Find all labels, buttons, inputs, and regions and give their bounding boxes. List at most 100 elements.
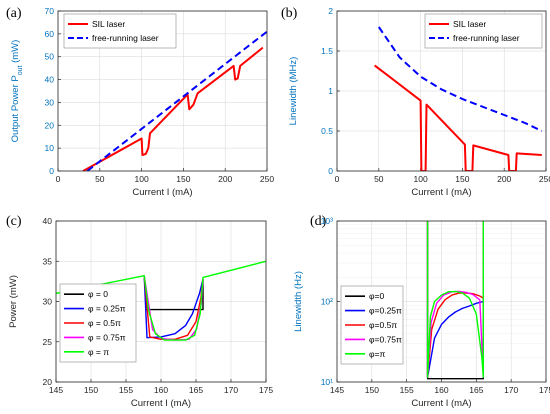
panel-d-x-tick-label: 145 [330,385,344,395]
panel-b-y-tick-label: 0 [328,166,333,176]
panel-a-y-tick-label: 60 [45,29,55,39]
panel-b-x-tick-label: 250 [539,174,550,184]
panel-b-x-tick-label: 50 [374,174,384,184]
panel-c-series-line-2 [143,275,204,340]
panel-b-y-tick-label: 0.5 [321,126,333,136]
panel-d-legend-label-1: φ=0.25π [369,306,402,316]
panel-d-legend-label-2: φ=0.5π [369,320,397,330]
panel-c-y-tick-label: 35 [43,256,53,266]
panel-a-y-axis-label-subscript: out [17,65,24,75]
panel-c-y-tick-label: 25 [43,337,53,347]
panel-c-y-axis-label: Power (mW) [8,275,19,328]
panel-c-y-tick-label: 30 [43,297,53,307]
panel-d-legend-label-3: φ=0.75π [369,334,402,344]
panel-d-x-tick-label: 165 [469,385,483,395]
panel-b-x-axis-label: Current I (mA) [411,187,471,198]
panel-a-series-line-1 [86,30,267,171]
panel-c-axes-frame [55,220,267,383]
panel-d-x-axis-label: Current I (mA) [411,398,471,409]
panel-d-y-axis-label: Linewidth (Hz) [293,271,304,332]
panel-c-x-tick-label: 155 [119,385,133,395]
panel-d-series-group [426,221,484,380]
panel-c-x-tick-label: 165 [189,385,203,395]
panel-d-x-tick-label: 160 [434,385,448,395]
panel-b-x-tick-label: 150 [455,174,469,184]
panel-a-y-axis-label: Output Power Pout (mW) [10,40,24,143]
panel-d-series-line-3 [426,221,484,378]
panel-letter-c: (c) [6,214,22,229]
panel-c-x-axis-label: Current I (mA) [131,398,191,409]
panel-b-linewidth-chart: 0 50 100 150 200 250 0 0.5 1 1.5 2 Current I (mA) Li… [288,6,550,198]
panel-a-x-tick-label: 0 [56,174,61,184]
panel-b-legend-box [424,13,543,49]
panel-letter-a: (a) [6,6,22,21]
panel-a-x-axis-label: Current I (mA) [132,187,192,198]
panel-b-legend-label-1: free-running laser [453,33,520,43]
panel-a-y-axis-label-unit: (mW) [10,40,21,66]
panel-c-series-group [56,260,266,341]
panel-d-linewidth-vs-current-chart: 145 150 155 160 165 170 175 10¹ 10² 10³ Current I … [293,216,550,409]
panel-c-series-line-1 [143,275,204,339]
panel-b-x-tick-label: 0 [335,174,340,184]
panel-a-legend-box [63,13,177,49]
panel-a-x-tick-label: 150 [176,174,190,184]
panel-c-legend-label-0: φ = 0 [88,289,108,299]
panel-c-x-tick-label: 160 [154,385,168,395]
panel-d-y-tick-label: 10¹ [321,377,333,387]
panel-c-legend-label-3: φ = 0.75π [88,332,126,342]
panel-c-legend: φ = 0 φ = 0.25π φ = 0.5π φ = 0.75π φ = π [59,283,137,363]
panel-c-legend-label-2: φ = 0.5π [88,318,121,328]
panel-c-x-tick-label: 175 [259,385,273,395]
panel-a-y-tick-label: 30 [45,97,55,107]
panel-c-y-tick-label: 20 [43,377,53,387]
panel-a-axes-frame [57,10,268,172]
panel-b-series-group [373,26,543,171]
panel-a-y-tick-label: 10 [45,143,55,153]
panel-a-x-tick-label: 200 [218,174,232,184]
panel-c-x-tick-label: 150 [84,385,98,395]
panel-letter-d: (d) [310,214,327,229]
panel-a-y-tick-label: 40 [45,75,55,85]
panel-a-series-group [82,30,267,171]
panel-d-axes-frame [336,220,547,383]
panel-b-y-tick-label: 2 [328,6,333,16]
panel-a-x-tick-label: 250 [260,174,274,184]
panel-c-legend-label-1: φ = 0.25π [88,304,126,314]
panel-a-legend-label-0: SIL laser [92,19,125,29]
panel-a-y-tick-label: 70 [45,6,55,16]
panel-a-y-tick-label: 50 [45,52,55,62]
panel-a-legend-label-1: free-running laser [92,33,159,43]
panel-d-legend-label-0: φ=0 [369,291,384,301]
panel-c-series-line-0 [143,275,204,311]
panel-b-legend-label-0: SIL laser [453,19,486,29]
panel-a-output-power-chart: 0 50 100 150 200 250 0 10 20 30 40 50 60 70 Current I … [10,6,274,198]
panel-b-y-tick-label: 1 [328,86,333,96]
panel-d-x-tick-label: 150 [365,385,379,395]
panel-b-legend: SIL laser free-running laser [424,13,543,49]
panel-b-y-tick-label: 1.5 [321,46,333,56]
panel-b-x-tick-label: 200 [497,174,511,184]
panel-a-legend: SIL laser free-running laser [63,13,177,49]
panel-b-x-tick-label: 100 [414,174,428,184]
panel-b-series-line-1 [377,26,543,132]
panel-c-y-tick-label: 40 [43,216,53,226]
panel-d-legend: φ=0 φ=0.25π φ=0.5π φ=0.75π φ=π [340,285,404,365]
panel-d-x-tick-label: 175 [539,385,550,395]
panel-c-legend-label-4: φ = π [88,347,109,357]
panel-letter-b: (b) [281,6,298,21]
panel-a-y-tick-label: 20 [45,120,55,130]
panel-a-x-tick-label: 100 [135,174,149,184]
panel-d-y-tick-label: 10² [321,297,333,307]
panel-d-series-line-4 [426,221,484,378]
panel-d-legend-label-4: φ=π [369,349,385,359]
panel-a-series-line-0 [82,46,264,171]
panel-d-x-tick-label: 170 [504,385,518,395]
panel-a-x-tick-label: 50 [95,174,105,184]
panel-c-series-line-4 [56,260,266,341]
panel-c-x-tick-label: 145 [49,385,63,395]
panel-a-y-tick-label: 0 [49,166,54,176]
panel-d-y-tick-label: 10³ [321,216,333,226]
panel-c-x-tick-label: 170 [224,385,238,395]
panel-b-y-axis-label: Linewidth (MHz) [288,57,299,126]
